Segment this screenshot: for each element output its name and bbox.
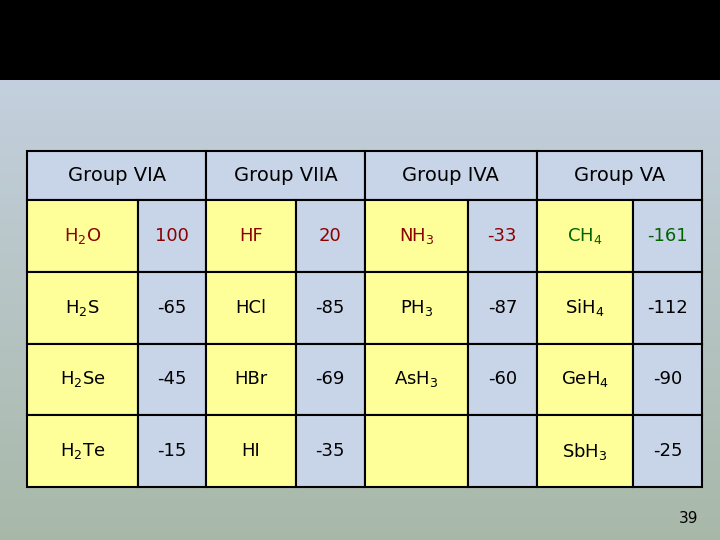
Text: PH$_3$: PH$_3$ [400,298,433,318]
Text: H$_2$S: H$_2$S [65,298,100,318]
Bar [138,415,207,487]
Bar [468,272,537,343]
Bar [364,151,537,200]
Bar [296,415,365,487]
Text: 100: 100 [155,227,189,245]
Text: CH$_4$: CH$_4$ [567,226,603,246]
Text: HF: HF [239,227,263,245]
Text: -112: -112 [647,299,688,316]
Bar [207,415,296,487]
Text: Group VA: Group VA [574,166,665,185]
Text: -45: -45 [157,370,186,388]
Bar [207,151,364,200]
Text: H$_2$Te: H$_2$Te [60,441,105,461]
Text: AsH$_3$: AsH$_3$ [394,369,438,389]
Text: -69: -69 [315,370,345,388]
Text: HCl: HCl [235,299,266,316]
Bar [537,151,702,200]
Text: Group VIIA: Group VIIA [233,166,338,185]
Bar [364,200,468,272]
Text: H$_2$O: H$_2$O [64,226,101,246]
Text: SbH$_3$: SbH$_3$ [562,441,608,462]
Bar [207,200,296,272]
Bar [27,343,138,415]
Bar [633,200,702,272]
Bar [364,343,468,415]
Text: -15: -15 [157,442,186,460]
Bar [138,272,207,343]
Bar [27,415,138,487]
Bar [364,415,468,487]
Bar [537,272,633,343]
Text: -161: -161 [647,227,688,245]
Text: -65: -65 [157,299,186,316]
Bar [27,272,138,343]
Bar [207,343,296,415]
Bar [207,272,296,343]
Text: -33: -33 [487,227,517,245]
Bar [364,272,468,343]
Bar [537,415,633,487]
Text: Group VIA: Group VIA [68,166,166,185]
Text: -25: -25 [653,442,683,460]
Bar [468,415,537,487]
Text: HI: HI [242,442,261,460]
Text: -60: -60 [487,370,517,388]
Text: NH$_3$: NH$_3$ [399,226,434,246]
Text: 39: 39 [679,511,698,526]
Bar [537,200,633,272]
Text: Boiling Point of Hydrides in ºC: Boiling Point of Hydrides in ºC [99,25,621,55]
Bar [27,200,138,272]
Bar [633,415,702,487]
Bar [633,272,702,343]
Bar [537,343,633,415]
Text: HBr: HBr [235,370,268,388]
Text: H$_2$Se: H$_2$Se [60,369,105,389]
Bar [138,343,207,415]
Bar [468,343,537,415]
Bar [296,200,365,272]
Text: -35: -35 [315,442,345,460]
Bar [296,343,365,415]
Text: SiH$_4$: SiH$_4$ [565,297,605,318]
Text: 20: 20 [319,227,341,245]
Text: -85: -85 [315,299,345,316]
Text: -87: -87 [487,299,517,316]
Bar [633,343,702,415]
Bar [138,200,207,272]
Text: -90: -90 [653,370,683,388]
Text: GeH$_4$: GeH$_4$ [561,369,609,389]
Bar [27,151,207,200]
Bar [468,200,537,272]
Bar [296,272,365,343]
Text: Group IVA: Group IVA [402,166,499,185]
